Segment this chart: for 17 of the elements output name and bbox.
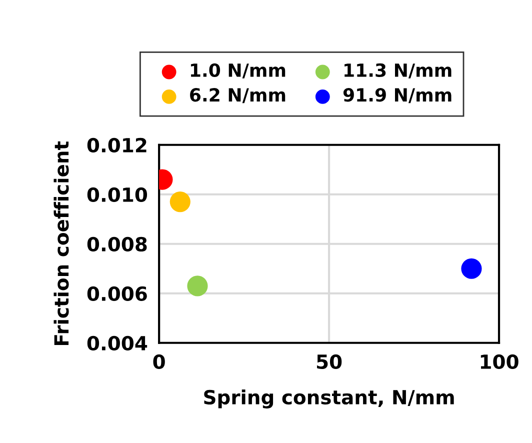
- point: [170, 191, 190, 212]
- x-tick-label: 50: [317, 354, 342, 370]
- y-tick-label: 0.012: [87, 138, 146, 153]
- x-tick-label: 0: [153, 354, 165, 370]
- x-tick-label: 100: [480, 354, 518, 370]
- y-tick-label: 0.008: [87, 236, 147, 252]
- x-axis-title: Spring constant, N/mm: [204, 389, 454, 408]
- y-tick-label: 0.006: [87, 286, 147, 302]
- legend-label: 91.9 N/mm: [343, 88, 452, 104]
- point: [461, 258, 482, 279]
- y-tick-label: 0.004: [87, 336, 148, 351]
- legend-label: 11.3 N/mm: [344, 63, 452, 78]
- y-tick-label: 0.010: [87, 187, 148, 202]
- y-axis-title: Friction coefficient: [54, 141, 69, 346]
- legend-label: 1.0 N/mm: [190, 63, 286, 78]
- point: [187, 276, 208, 296]
- legend-label: 6.2 N/mm: [190, 88, 286, 104]
